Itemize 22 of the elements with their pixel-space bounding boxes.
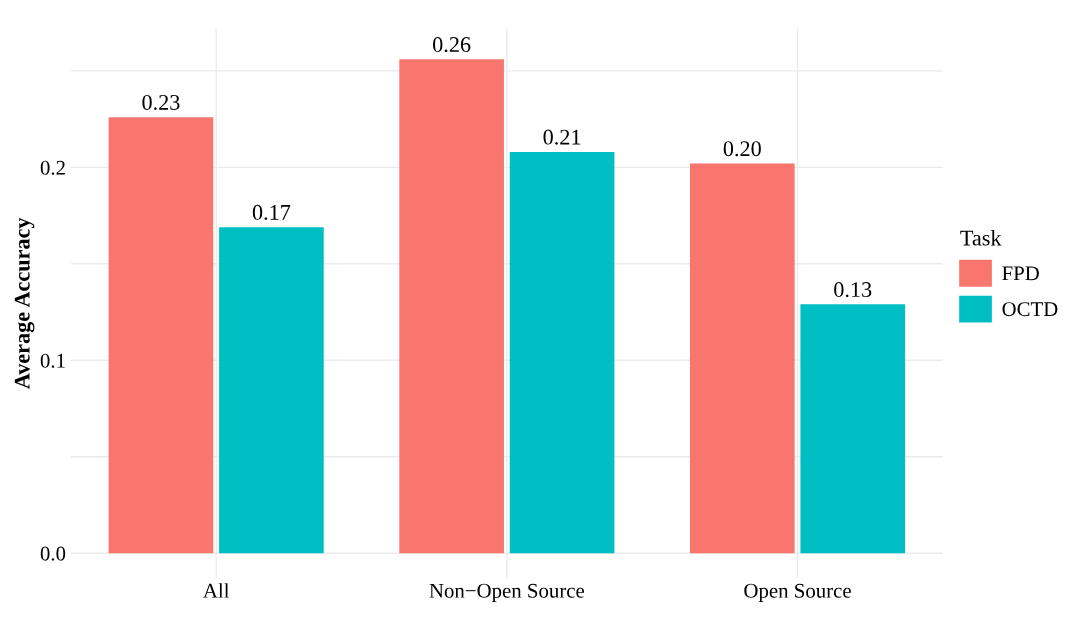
bar <box>800 304 906 554</box>
legend-label: OCTD <box>1002 302 1058 317</box>
data-label: 0.26 <box>433 37 471 53</box>
y-tick-label: 0.1 <box>40 353 65 368</box>
data-label: 0.21 <box>543 129 581 145</box>
y-tick-label: 0.0 <box>40 546 66 561</box>
x-tick-label: All <box>203 583 230 598</box>
bar <box>399 59 504 554</box>
data-label: 0.17 <box>252 204 291 220</box>
x-tick-label: Open Source <box>744 583 851 603</box>
x-tick-label: Non−Open Source <box>429 583 585 603</box>
data-label: 0.13 <box>834 282 872 298</box>
legend-label: FPD <box>1002 266 1039 281</box>
bar <box>219 227 324 554</box>
bar <box>689 163 795 554</box>
data-label: 0.20 <box>723 141 761 157</box>
y-tick-label: 0.2 <box>40 160 65 175</box>
y-axis-title: Average Accuracy <box>14 217 35 390</box>
bar <box>108 117 214 554</box>
data-label: 0.23 <box>142 94 180 110</box>
legend-title: Task <box>960 229 1002 246</box>
bar <box>509 151 615 554</box>
